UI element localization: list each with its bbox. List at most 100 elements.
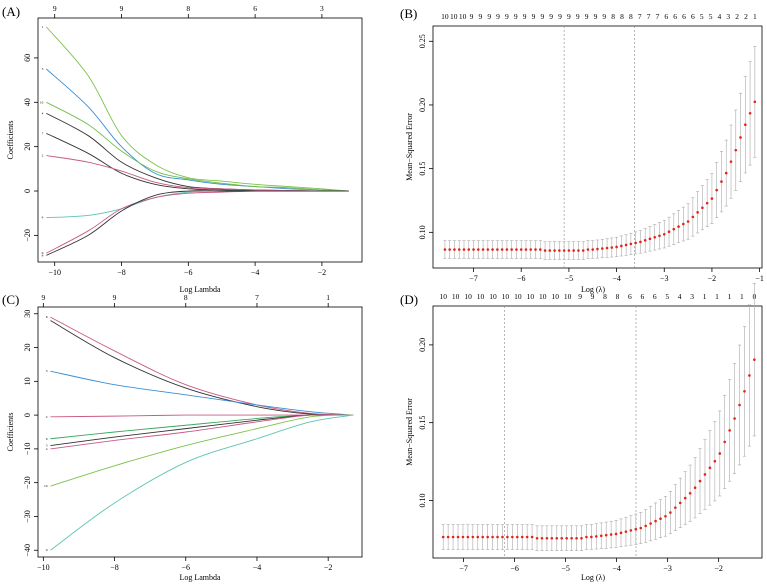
y-tick-label: −30 <box>23 510 32 523</box>
panel-label: (C) <box>2 292 19 307</box>
mse-point <box>609 533 613 536</box>
series-index-label: 9 <box>42 216 44 220</box>
nonzero-count-label: 10 <box>452 292 460 301</box>
y-tick-label: −20 <box>23 229 32 242</box>
mse-point <box>728 429 731 432</box>
nonzero-count-label: 1 <box>728 292 732 301</box>
nonzero-count-label: 3 <box>690 292 694 301</box>
plot-frame <box>432 305 763 559</box>
mse-point <box>501 535 504 539</box>
mse-point <box>619 531 623 535</box>
mse-point <box>448 248 451 251</box>
mse-point <box>677 225 680 228</box>
mse-point <box>649 522 652 525</box>
series-index-label: 8 <box>42 253 44 257</box>
x-axis-label: Log (λ) <box>581 573 605 582</box>
mse-point <box>753 100 757 104</box>
mse-point <box>510 248 513 251</box>
mse-point <box>505 248 509 251</box>
mse-point <box>662 232 666 236</box>
mse-point <box>590 535 593 539</box>
mse-point <box>586 248 590 251</box>
x-tick-label: −5 <box>565 274 574 283</box>
mse-point <box>643 239 647 242</box>
top-tick-label: 3 <box>320 4 324 13</box>
nonzero-count-label: 9 <box>487 12 491 21</box>
mse-point <box>701 206 704 210</box>
nonzero-count-label: 10 <box>551 292 559 301</box>
mse-point <box>481 248 485 251</box>
nonzero-count-label: 8 <box>629 12 633 21</box>
mse-point <box>724 171 728 175</box>
mse-point <box>718 452 722 455</box>
coefficient-path-line <box>46 190 349 254</box>
nonzero-count-label: 10 <box>514 292 522 301</box>
nonzero-count-label: 9 <box>558 12 562 21</box>
mse-point <box>667 230 671 233</box>
x-tick-label: −8 <box>110 563 119 572</box>
panel-d-cv-mse-plot: (D) −7 −6 −5 −4 −3 −2 0.10 0.15 0.20 Log (λ) Mean−S… <box>400 283 763 582</box>
mse-point <box>481 535 485 539</box>
mse-point <box>654 519 657 523</box>
nonzero-count-label: 6 <box>628 292 632 301</box>
nonzero-count-label: 10 <box>459 12 467 21</box>
mse-point <box>615 245 618 249</box>
nonzero-count-label: 9 <box>478 12 482 21</box>
panel-c-lasso-coefficient-path: (C) −10 −8 −6 −4 −2 −40 −30 −20 −10 0 10 20 30 Log Lam… <box>2 292 363 582</box>
mse-point <box>674 506 677 510</box>
mse-point <box>515 248 518 251</box>
nonzero-count-label: 9 <box>594 12 598 21</box>
mse-point <box>691 215 695 219</box>
mse-point <box>446 535 450 539</box>
y-axis-label: Mean−Squared Error <box>405 113 414 181</box>
y-axis-label: Coefficients <box>6 413 15 452</box>
mse-point <box>550 536 554 540</box>
y-tick-label: 0.15 <box>418 416 427 430</box>
nonzero-count-label: 10 <box>439 292 447 301</box>
series-index-label: 2 <box>46 415 48 419</box>
series-index-label: 9 <box>46 548 48 552</box>
mse-point <box>720 180 723 183</box>
nonzero-count-label: 9 <box>578 292 582 301</box>
mse-point <box>572 249 575 252</box>
x-tick-label: −4 <box>612 564 621 573</box>
y-tick-label: −20 <box>23 476 32 489</box>
nonzero-count-label: 9 <box>514 12 518 21</box>
mse-point <box>466 535 470 539</box>
series-index-label: 4 <box>46 447 48 451</box>
mse-point <box>678 501 682 505</box>
nonzero-count-label: 9 <box>549 12 553 21</box>
nonzero-count-label: 7 <box>638 12 642 21</box>
mse-point <box>653 236 657 239</box>
series-index-label: 3 <box>46 369 48 373</box>
mse-point <box>476 248 480 251</box>
mse-point <box>580 536 583 540</box>
mse-point <box>710 197 714 200</box>
series-index-label: 10 <box>40 100 44 104</box>
mse-point <box>634 527 638 531</box>
mse-point <box>634 241 637 245</box>
nonzero-count-label: 4 <box>718 12 722 21</box>
mse-point <box>520 535 524 539</box>
y-tick-label: 0.20 <box>418 338 427 352</box>
mse-point <box>486 248 490 251</box>
x-tick-label: −4 <box>612 274 621 283</box>
mse-point <box>575 536 578 540</box>
nonzero-count-label: 7 <box>656 12 660 21</box>
nonzero-count-label: 6 <box>653 292 657 301</box>
x-tick-label: −3 <box>663 564 672 573</box>
x-tick-label: −4 <box>253 563 262 572</box>
mse-point <box>629 242 633 246</box>
panel-label: (B) <box>400 6 417 21</box>
nonzero-count-label: 9 <box>532 12 536 21</box>
nonzero-count-label: 1 <box>715 292 719 301</box>
y-tick-label: −10 <box>23 443 32 456</box>
mse-point <box>511 535 514 539</box>
series-index-label: 1 <box>42 25 44 29</box>
y-tick-label: −40 <box>23 544 32 557</box>
mse-point <box>553 249 556 252</box>
x-tick-label: −3 <box>660 274 669 283</box>
mse-point <box>535 536 539 540</box>
nonzero-count-label: 6 <box>691 12 695 21</box>
